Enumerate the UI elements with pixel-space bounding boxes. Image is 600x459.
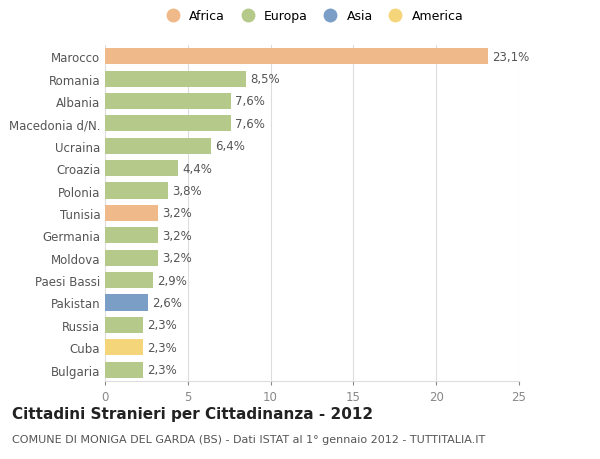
Bar [105, 71, 246, 88]
Bar [105, 339, 143, 356]
Bar [105, 272, 153, 289]
Bar [105, 317, 143, 333]
Text: 8,5%: 8,5% [250, 73, 280, 86]
Text: 2,9%: 2,9% [157, 274, 187, 287]
Text: 7,6%: 7,6% [235, 118, 265, 130]
Bar [105, 49, 488, 65]
Bar [105, 161, 178, 177]
Text: 2,3%: 2,3% [147, 364, 177, 376]
Bar [105, 138, 211, 155]
Text: 2,3%: 2,3% [147, 341, 177, 354]
Text: 6,4%: 6,4% [215, 140, 245, 153]
Text: COMUNE DI MONIGA DEL GARDA (BS) - Dati ISTAT al 1° gennaio 2012 - TUTTITALIA.IT: COMUNE DI MONIGA DEL GARDA (BS) - Dati I… [12, 434, 485, 444]
Text: 23,1%: 23,1% [491, 50, 529, 63]
Bar [105, 183, 168, 199]
Text: 2,3%: 2,3% [147, 319, 177, 331]
Text: 3,8%: 3,8% [172, 185, 202, 197]
Bar [105, 250, 158, 266]
Bar [105, 228, 158, 244]
Bar [105, 295, 148, 311]
Bar [105, 94, 231, 110]
Text: 3,2%: 3,2% [162, 230, 192, 242]
Text: 3,2%: 3,2% [162, 207, 192, 220]
Text: 7,6%: 7,6% [235, 95, 265, 108]
Bar [105, 362, 143, 378]
Text: 2,6%: 2,6% [152, 297, 182, 309]
Text: Cittadini Stranieri per Cittadinanza - 2012: Cittadini Stranieri per Cittadinanza - 2… [12, 406, 373, 421]
Legend: Africa, Europa, Asia, America: Africa, Europa, Asia, America [155, 5, 469, 28]
Bar [105, 205, 158, 222]
Text: 4,4%: 4,4% [182, 162, 212, 175]
Bar [105, 116, 231, 132]
Text: 3,2%: 3,2% [162, 252, 192, 264]
